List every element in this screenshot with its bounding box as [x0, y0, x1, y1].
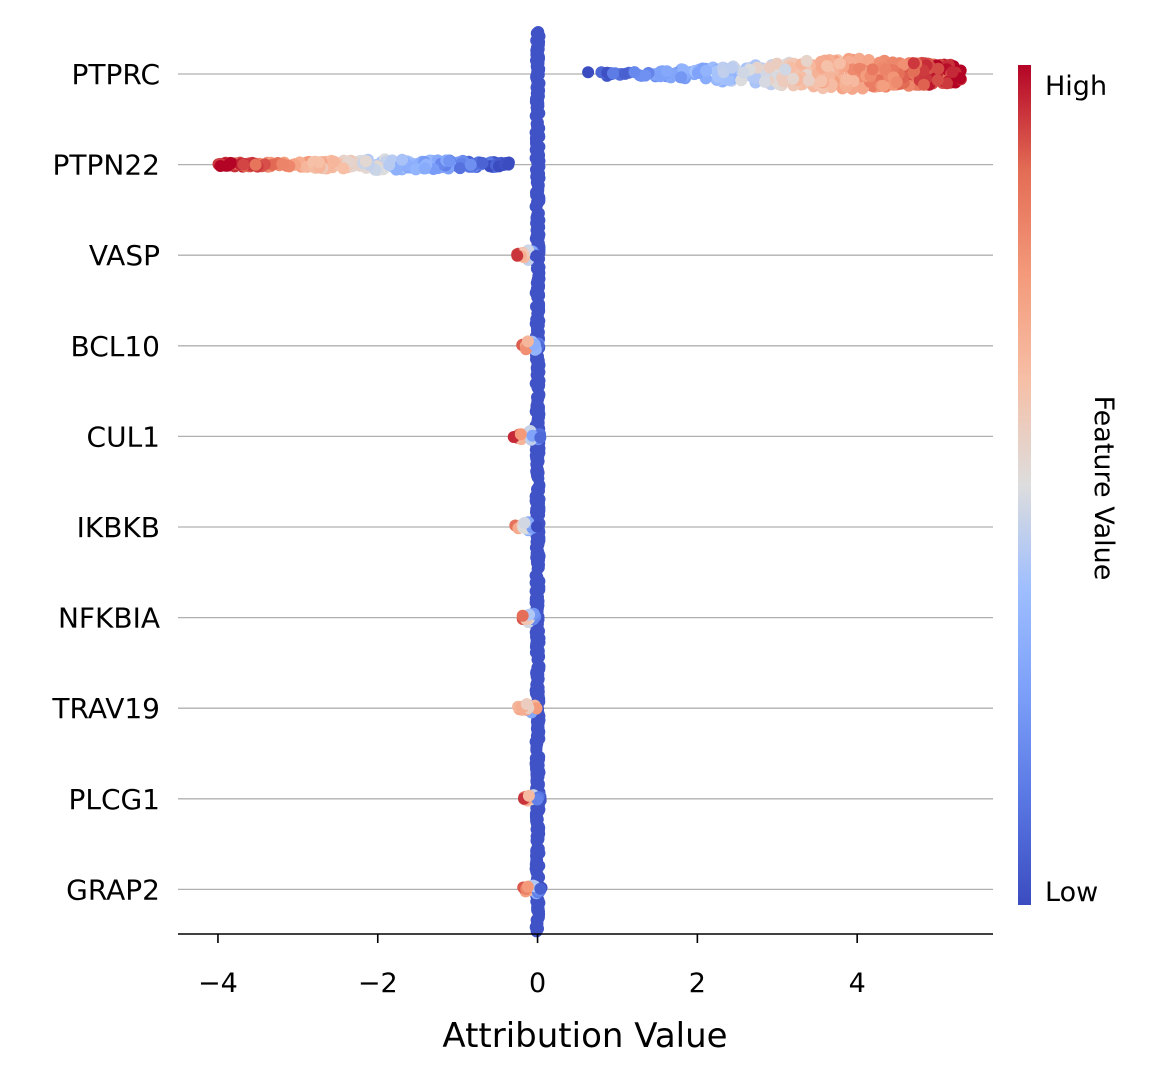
feature-label-ptprc: PTPRC: [72, 58, 160, 91]
feature-point-ptprc: [815, 75, 828, 88]
feature-label-nfkbia: NFKBIA: [58, 602, 160, 635]
feature-point-cul1: [514, 428, 527, 441]
feature-point-nfkbia: [516, 609, 529, 622]
feature-point-ptprc: [931, 74, 944, 87]
feature-point-vasp: [511, 249, 524, 262]
x-tick-label: 4: [849, 968, 866, 999]
data-points: [212, 26, 967, 938]
feature-point-ptpn22: [396, 153, 409, 166]
feature-point-ptprc: [763, 61, 776, 74]
feature-label-bcl10: BCL10: [71, 330, 161, 363]
feature-point-ptprc: [897, 58, 910, 71]
feature-point-ptprc: [758, 75, 771, 88]
feature-point-ptprc: [833, 57, 846, 70]
feature-label-plcg1: PLCG1: [68, 783, 160, 816]
feature-point-ptprc: [779, 63, 792, 76]
feature-point-ptpn22: [383, 159, 396, 171]
feature-point-ptpn22: [312, 156, 325, 169]
feature-point-ptprc: [946, 66, 959, 78]
feature-point-ptpn22: [224, 157, 237, 170]
feature-point-ptprc: [840, 73, 853, 86]
feature-point-ptprc: [890, 76, 903, 89]
feature-point-ptprc: [907, 57, 920, 70]
feature-point-ptprc: [582, 66, 595, 79]
x-tick-label: 0: [529, 968, 546, 999]
colorbar-title: Feature Value: [1088, 396, 1119, 581]
feature-point-ptprc: [737, 66, 750, 79]
feature-point-ptprc: [877, 79, 890, 92]
feature-point-ptpn22: [476, 157, 489, 169]
feature-point-ptpn22: [464, 158, 477, 171]
feature-point-ptprc: [628, 66, 641, 79]
feature-point-trav19: [520, 698, 533, 711]
feature-point-ptpn22: [359, 155, 372, 168]
feature-point-grap2: [534, 882, 547, 895]
feature-point-ptpn22: [443, 155, 456, 168]
feature-grid-lines: [178, 73, 993, 891]
feature-point-ptprc: [787, 72, 800, 85]
colorbar-gradient: [1018, 65, 1031, 905]
feature-point-ptprc: [917, 78, 930, 91]
feature-label-ptpn22: PTPN22: [53, 149, 160, 182]
feature-point-ptpn22: [214, 160, 227, 172]
feature-point-ptprc: [700, 64, 713, 77]
feature-point-ptpn22: [337, 162, 350, 175]
feature-point-ptprc: [639, 69, 652, 82]
feature-point-ptprc: [932, 62, 945, 75]
feature-point-ptpn22: [418, 162, 431, 175]
feature-point-ptpn22: [249, 158, 262, 171]
x-axis: −4 −2 0 2 4 Attribution Value: [178, 933, 993, 1056]
feature-point-ikbkb: [518, 516, 531, 529]
feature-point-grap2: [521, 880, 534, 893]
x-tick-label: −2: [358, 968, 398, 999]
feature-point-ptprc: [675, 71, 688, 84]
feature-point-ptprc: [866, 63, 879, 76]
x-axis-title: Attribution Value: [442, 1016, 727, 1056]
feature-point-vasp: [530, 250, 543, 262]
feature-label-trav19: TRAV19: [51, 692, 160, 725]
feature-point-ptpn22: [502, 158, 515, 171]
colorbar-high-label: High: [1045, 71, 1107, 102]
feature-point-plcg1: [522, 789, 535, 802]
feature-point-ptpn22: [454, 162, 466, 175]
feature-point-ptprc: [777, 75, 790, 88]
feature-point-cul1: [534, 431, 547, 444]
feature-point-ptpn22: [237, 158, 250, 171]
feature-point-ptprc: [800, 54, 813, 67]
feature-label-grap2: GRAP2: [66, 873, 160, 906]
feature-point-ptprc: [853, 52, 866, 65]
feature-point-ptprc: [607, 67, 619, 80]
feature-point-ptprc: [661, 65, 673, 78]
colorbar: High Low Feature Value: [1018, 65, 1119, 908]
feature-point-ptpn22: [276, 158, 289, 171]
x-ticks: −4 −2 0 2 4: [198, 934, 866, 999]
feature-point-bcl10: [521, 335, 534, 348]
x-tick-label: 2: [689, 968, 706, 999]
feature-point-ptprc: [821, 60, 834, 72]
feature-point-ptprc: [619, 67, 632, 80]
feature-point-ikbkb: [531, 520, 543, 533]
feature-label-ikbkb: IKBKB: [77, 511, 160, 544]
feature-point-ptprc: [725, 61, 738, 74]
feature-label-vasp: VASP: [89, 239, 160, 272]
feature-label-cul1: CUL1: [87, 420, 160, 453]
x-tick-label: −4: [198, 968, 238, 999]
feature-point-ptprc: [879, 63, 892, 76]
feature-labels: PTPRC PTPN22 VASP BCL10 CUL1 IKBKB NFKBIA TRAV1…: [51, 58, 160, 906]
zero-point: [530, 925, 543, 938]
feature-point-ptprc: [941, 77, 953, 90]
feature-point-ptprc: [802, 74, 815, 87]
colorbar-low-label: Low: [1045, 877, 1098, 908]
